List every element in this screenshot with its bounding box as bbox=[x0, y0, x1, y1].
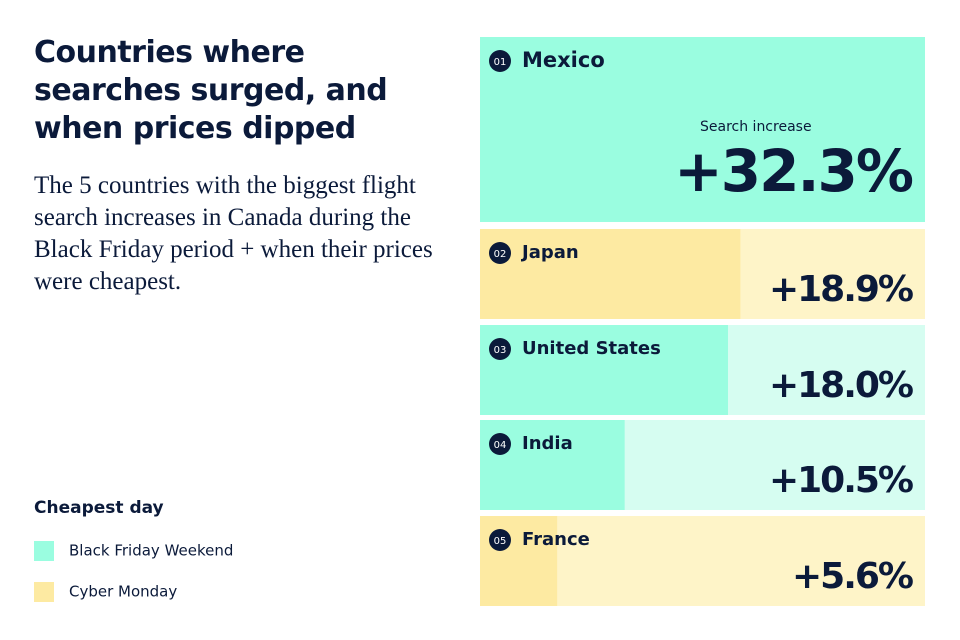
bar bbox=[480, 325, 728, 415]
rank-label: 03 bbox=[494, 345, 507, 356]
legend-swatch bbox=[34, 541, 54, 561]
category-label: France bbox=[522, 529, 590, 550]
value-label: +18.0% bbox=[769, 365, 913, 406]
rank-label: 04 bbox=[494, 440, 507, 451]
rank-badge bbox=[489, 338, 511, 360]
value-label: +32.3% bbox=[674, 137, 913, 205]
chart-title: Countries where searches surged, and whe… bbox=[34, 35, 388, 146]
category-label: Japan bbox=[520, 242, 579, 263]
bar bbox=[480, 229, 741, 319]
bar bbox=[480, 516, 558, 606]
rank-badge bbox=[489, 529, 511, 551]
rank-badge bbox=[489, 50, 511, 72]
value-label: +10.5% bbox=[769, 460, 913, 501]
rank-badge bbox=[489, 433, 511, 455]
rank-label: 05 bbox=[494, 536, 507, 547]
chart-subtitle: The 5 countries with the biggest flight … bbox=[34, 172, 433, 295]
rank-label: 02 bbox=[494, 249, 507, 260]
legend-swatch bbox=[34, 582, 54, 602]
rank-badge bbox=[489, 242, 511, 264]
category-label: United States bbox=[522, 338, 661, 359]
category-label: India bbox=[522, 433, 573, 454]
legend-title: Cheapest day bbox=[34, 498, 164, 518]
value-label: +18.9% bbox=[769, 269, 913, 310]
category-label: Mexico bbox=[522, 48, 605, 72]
annotation: Search increase bbox=[700, 119, 812, 135]
rank-label: 01 bbox=[494, 57, 507, 68]
value-label: +5.6% bbox=[792, 556, 913, 597]
legend-label: Black Friday Weekend bbox=[69, 542, 233, 560]
legend-label: Cyber Monday bbox=[69, 583, 177, 601]
bar bbox=[480, 37, 925, 222]
